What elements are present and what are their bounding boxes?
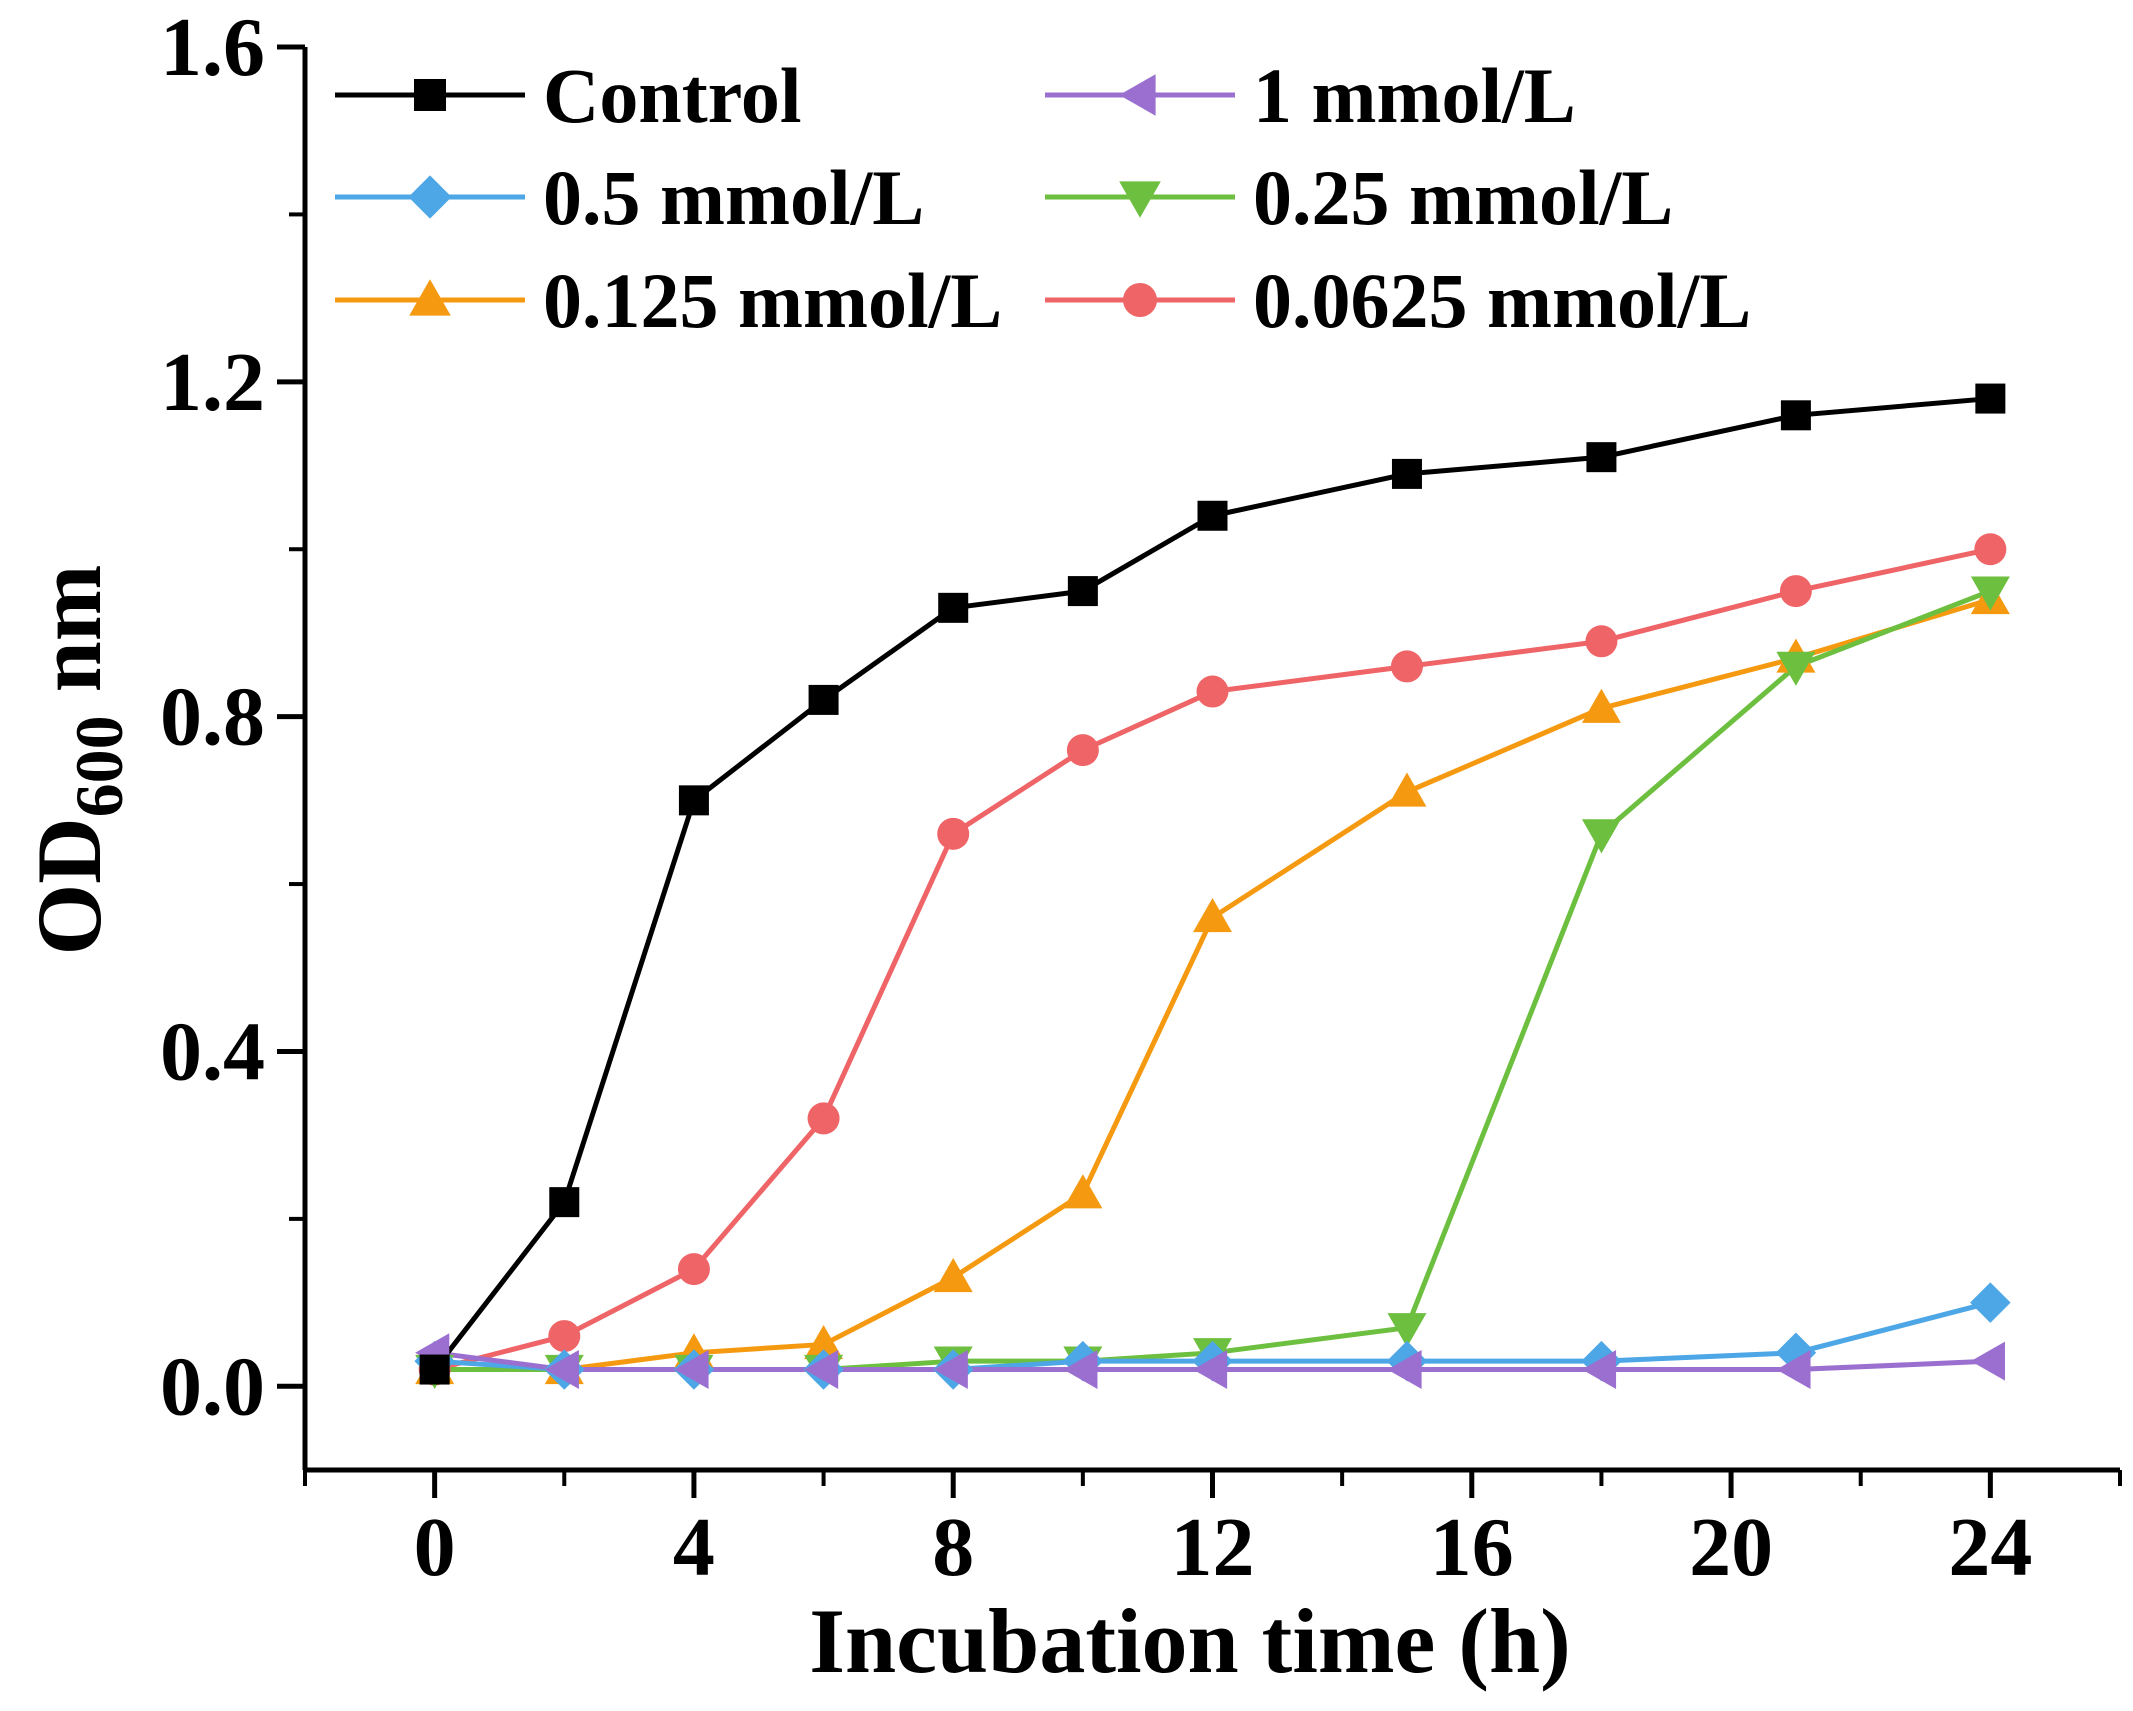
data-point-series-0: [1780, 400, 1811, 431]
data-point-series-5: [1974, 533, 2007, 566]
data-point-series-5: [807, 1102, 840, 1135]
ticks: 0 4 8 12 16 20 24 0.0 0.4 0.8 1.2 1.6: [160, 1, 2122, 1594]
data-point-series-4: [1387, 772, 1427, 807]
data-point-series-1: [1387, 1350, 1422, 1390]
y-tick-label: 0.8: [160, 671, 265, 764]
data-point-series-0: [419, 1354, 450, 1385]
data-point-series-0: [938, 592, 969, 623]
legend-label-4: 0.125 mmol/L: [543, 257, 1002, 344]
data-point-series-0: [549, 1187, 580, 1218]
legend-marker-0: [414, 79, 446, 111]
y-tick-label: 0.0: [160, 1340, 265, 1433]
x-axis-title: Incubation time (h): [809, 1590, 1571, 1692]
legend: Control 1 mmol/L 0.5 mmol/L 0.25 mmol/L 0.12…: [335, 52, 1751, 344]
legend-label-0: Control: [543, 52, 802, 139]
data-point-series-0: [808, 684, 839, 715]
data-point-series-1: [1063, 1350, 1098, 1390]
data-point-series-5: [1779, 575, 1812, 608]
series-line-3: [434, 588, 1992, 1373]
data-point-series-4: [933, 1257, 973, 1293]
data-point-series-5: [548, 1320, 581, 1353]
legend-label-5: 0.0625 mmol/L: [1253, 257, 1751, 344]
data-point-series-3: [1776, 651, 1816, 686]
data-point-series-1: [544, 1350, 579, 1390]
data-point-series-4: [1581, 688, 1621, 723]
data-point-series-3: [1581, 819, 1621, 854]
legend-label-3: 0.25 mmol/L: [1253, 154, 1673, 241]
data-point-series-0: [1197, 500, 1228, 531]
data-point-series-1: [1581, 1350, 1617, 1390]
x-tick-label: 16: [1430, 1501, 1514, 1594]
data-point-series-0: [678, 785, 709, 816]
legend-label-2: 0.5 mmol/L: [543, 154, 924, 241]
data-point-series-2: [1970, 1282, 2011, 1323]
y-axis-title-suffix: nm: [18, 565, 120, 716]
data-point-series-1: [1193, 1350, 1228, 1390]
x-tick-label: 24: [1948, 1501, 2032, 1594]
y-tick-label: 1.6: [160, 1, 265, 94]
data-point-series-5: [937, 817, 970, 850]
x-tick-label: 20: [1689, 1501, 1773, 1594]
y-tick-label: 0.4: [160, 1005, 265, 1098]
data-point-series-5: [1066, 734, 1099, 767]
x-tick-label: 0: [414, 1501, 456, 1594]
data-point-series-3: [1387, 1313, 1427, 1348]
data-point-series-1: [1970, 1341, 2005, 1381]
data-point-series-0: [1586, 442, 1617, 473]
series-line-4: [434, 597, 1992, 1373]
legend-marker-2: [408, 175, 452, 219]
data-point-series-5: [1390, 650, 1423, 683]
data-point-series-4: [804, 1324, 844, 1360]
data-point-series-5: [677, 1253, 710, 1286]
legend-label-1: 1 mmol/L: [1253, 52, 1576, 139]
series-line-0: [432, 396, 1991, 1372]
x-tick-label: 12: [1171, 1501, 1255, 1594]
legend-marker-4: [409, 279, 451, 316]
data-point-series-5: [1585, 625, 1618, 658]
legend-marker-5: [1123, 283, 1157, 317]
data-point-series-0: [1067, 576, 1098, 607]
data-point-series-1: [674, 1350, 709, 1390]
legend-marker-1: [1119, 74, 1156, 116]
data-point-series-1: [804, 1350, 839, 1390]
data-point-series-5: [1196, 675, 1229, 708]
series-line-5: [434, 546, 1991, 1372]
data-point-series-4: [1193, 898, 1232, 933]
y-tick-label: 1.2: [160, 336, 265, 429]
data-point-series-4: [1063, 1174, 1103, 1209]
y-axis-title: OD600 nm: [18, 565, 137, 956]
x-tick-label: 4: [673, 1501, 715, 1594]
x-tick-label: 8: [932, 1501, 974, 1594]
series-lines: [432, 396, 1992, 1373]
y-axis-title-main: OD: [18, 817, 120, 955]
data-point-series-1: [933, 1350, 968, 1390]
series-markers: [414, 383, 2011, 1390]
data-point-series-0: [1975, 383, 2006, 414]
data-point-series-0: [1391, 458, 1422, 489]
data-point-series-1: [1776, 1350, 1811, 1390]
legend-marker-3: [1119, 181, 1161, 218]
y-axis-title-subscript: 600: [61, 715, 137, 817]
data-point-series-3: [1970, 576, 2010, 611]
